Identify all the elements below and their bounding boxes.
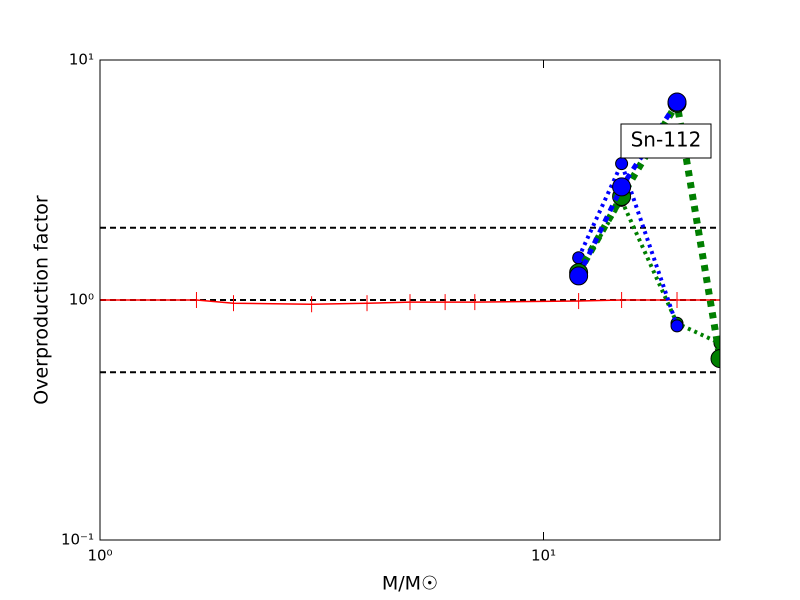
marker	[670, 319, 684, 333]
y-tick-label: 10⁰	[69, 291, 94, 309]
series-line	[576, 158, 679, 327]
series-line	[575, 93, 720, 360]
plot-area	[100, 92, 720, 369]
marker	[612, 177, 632, 197]
series-line	[576, 196, 720, 346]
annotation: Sn-112	[631, 128, 702, 152]
y-tick-label: 10¹	[69, 51, 94, 69]
marker	[667, 92, 687, 112]
y-axis-label: Overproduction factor	[31, 195, 53, 405]
marker	[569, 266, 589, 286]
plot-frame	[99, 59, 721, 541]
marker	[710, 349, 720, 369]
series-line	[100, 299, 720, 306]
marker	[615, 157, 629, 171]
y-tick-label: 10⁻¹	[61, 531, 94, 549]
x-tick-label: 10⁰	[87, 547, 112, 565]
x-axis-label: M/M☉	[382, 573, 438, 595]
annotation-box	[620, 123, 712, 159]
x-tick-label: 10¹	[531, 547, 556, 565]
